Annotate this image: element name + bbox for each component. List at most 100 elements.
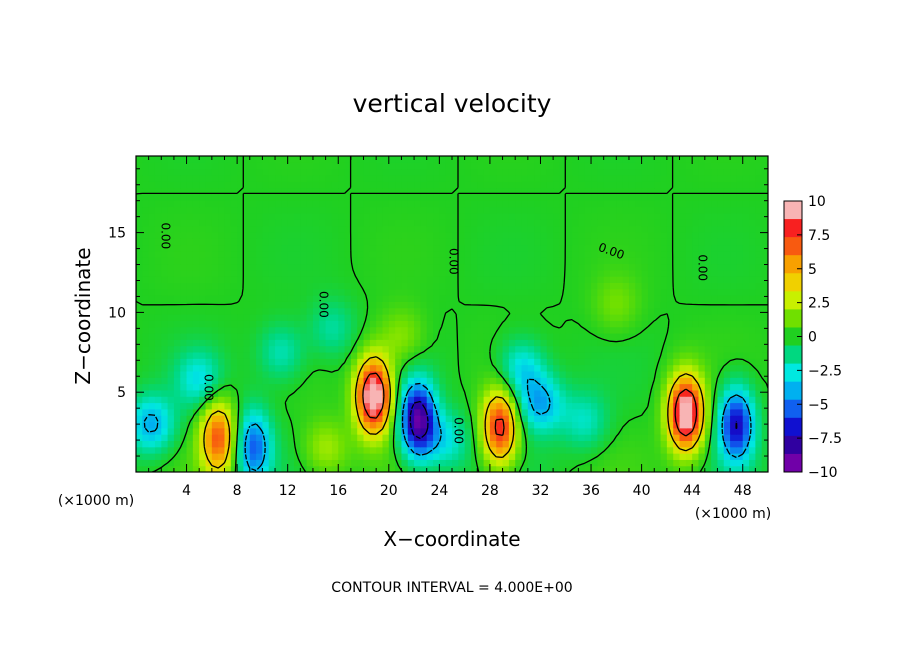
heatmap-cell bbox=[319, 200, 327, 208]
heatmap-cell bbox=[249, 212, 257, 220]
heatmap-cell bbox=[395, 156, 403, 163]
heatmap-cell bbox=[401, 402, 409, 410]
heatmap-cell bbox=[527, 421, 535, 429]
heatmap-cell bbox=[369, 206, 377, 214]
heatmap-cell bbox=[749, 250, 756, 258]
heatmap-cell bbox=[180, 200, 188, 208]
heatmap-cell bbox=[433, 200, 440, 208]
heatmap-cell bbox=[161, 465, 169, 472]
heatmap-cell bbox=[515, 162, 523, 170]
heatmap-cell bbox=[572, 351, 579, 359]
heatmap-cell bbox=[477, 339, 485, 347]
heatmap-cell bbox=[136, 402, 143, 410]
heatmap-cell bbox=[426, 244, 434, 252]
heatmap-cell bbox=[578, 370, 586, 378]
heatmap-cell bbox=[610, 238, 617, 246]
heatmap-cell bbox=[489, 421, 497, 429]
heatmap-cell bbox=[654, 212, 662, 220]
heatmap-cell bbox=[660, 244, 668, 252]
heatmap-cell bbox=[711, 339, 719, 347]
heatmap-cell bbox=[161, 200, 169, 208]
heatmap-cell bbox=[749, 415, 756, 423]
heatmap-cell bbox=[243, 314, 251, 321]
heatmap-cell bbox=[730, 219, 737, 227]
heatmap-cell bbox=[755, 212, 763, 220]
heatmap-cell bbox=[641, 244, 649, 252]
heatmap-cell bbox=[521, 193, 529, 201]
heatmap-cell bbox=[755, 219, 763, 227]
heatmap-cell bbox=[287, 225, 295, 233]
heatmap-cell bbox=[641, 257, 649, 265]
heatmap-cell bbox=[559, 402, 567, 410]
heatmap-cell bbox=[237, 332, 245, 340]
heatmap-cell bbox=[628, 200, 636, 208]
heatmap-cell bbox=[496, 389, 504, 397]
heatmap-cell bbox=[230, 200, 238, 208]
heatmap-cell bbox=[730, 389, 737, 397]
heatmap-cell bbox=[477, 187, 485, 195]
heatmap-cell bbox=[559, 193, 567, 201]
heatmap-cell bbox=[496, 263, 504, 271]
heatmap-cell bbox=[262, 238, 270, 246]
heatmap-cell bbox=[565, 282, 573, 290]
heatmap-cell bbox=[635, 453, 643, 460]
heatmap-cell bbox=[610, 320, 617, 328]
heatmap-cell bbox=[610, 219, 617, 227]
heatmap-cell bbox=[306, 301, 314, 309]
heatmap-cell bbox=[673, 332, 681, 340]
heatmap-cell bbox=[572, 238, 579, 246]
heatmap-cell bbox=[584, 427, 592, 435]
heatmap-cell bbox=[275, 301, 282, 309]
heatmap-cell bbox=[546, 193, 554, 201]
heatmap-cell bbox=[578, 263, 586, 271]
heatmap-cell bbox=[439, 219, 447, 227]
heatmap-cell bbox=[167, 446, 175, 454]
heatmap-cell bbox=[717, 193, 725, 201]
heatmap-cell bbox=[565, 358, 573, 366]
heatmap-cell bbox=[249, 181, 257, 189]
heatmap-cell bbox=[268, 250, 276, 258]
heatmap-cell bbox=[704, 288, 712, 296]
heatmap-cell bbox=[666, 332, 674, 340]
heatmap-cell bbox=[161, 459, 169, 467]
heatmap-cell bbox=[704, 351, 712, 359]
heatmap-cell bbox=[395, 301, 403, 309]
heatmap-cell bbox=[572, 200, 579, 208]
heatmap-cell bbox=[464, 193, 472, 201]
heatmap-cell bbox=[711, 465, 719, 472]
heatmap-cell bbox=[281, 358, 289, 366]
heatmap-cell bbox=[736, 219, 744, 227]
heatmap-cell bbox=[243, 276, 251, 283]
heatmap-cell bbox=[553, 238, 561, 246]
heatmap-cell bbox=[521, 377, 529, 385]
heatmap-cell bbox=[230, 282, 238, 290]
heatmap-cell bbox=[470, 193, 478, 201]
heatmap-cell bbox=[470, 212, 478, 220]
heatmap-cell bbox=[237, 396, 245, 404]
heatmap-cell bbox=[483, 383, 491, 391]
heatmap-cell bbox=[439, 434, 447, 441]
heatmap-cell bbox=[730, 440, 737, 448]
heatmap-cell bbox=[477, 212, 485, 220]
heatmap-cell bbox=[591, 364, 598, 372]
heatmap-cell bbox=[382, 383, 390, 391]
heatmap-cell bbox=[635, 320, 643, 328]
heatmap-cell bbox=[635, 465, 643, 472]
heatmap-cell bbox=[546, 206, 554, 214]
heatmap-cell bbox=[294, 301, 301, 309]
heatmap-cell bbox=[186, 358, 194, 366]
heatmap-cell bbox=[199, 415, 207, 423]
heatmap-cell bbox=[173, 168, 181, 176]
heatmap-cell bbox=[458, 326, 466, 334]
heatmap-cell bbox=[275, 200, 282, 208]
heatmap-cell bbox=[237, 288, 245, 296]
heatmap-cell bbox=[527, 269, 535, 277]
heatmap-cell bbox=[591, 326, 598, 334]
heatmap-cell bbox=[711, 351, 719, 359]
heatmap-cell bbox=[357, 263, 365, 271]
heatmap-cell bbox=[192, 162, 200, 170]
heatmap-cell bbox=[294, 257, 301, 265]
heatmap-cell bbox=[483, 402, 491, 410]
heatmap-cell bbox=[622, 168, 630, 176]
heatmap-cell bbox=[205, 351, 213, 359]
